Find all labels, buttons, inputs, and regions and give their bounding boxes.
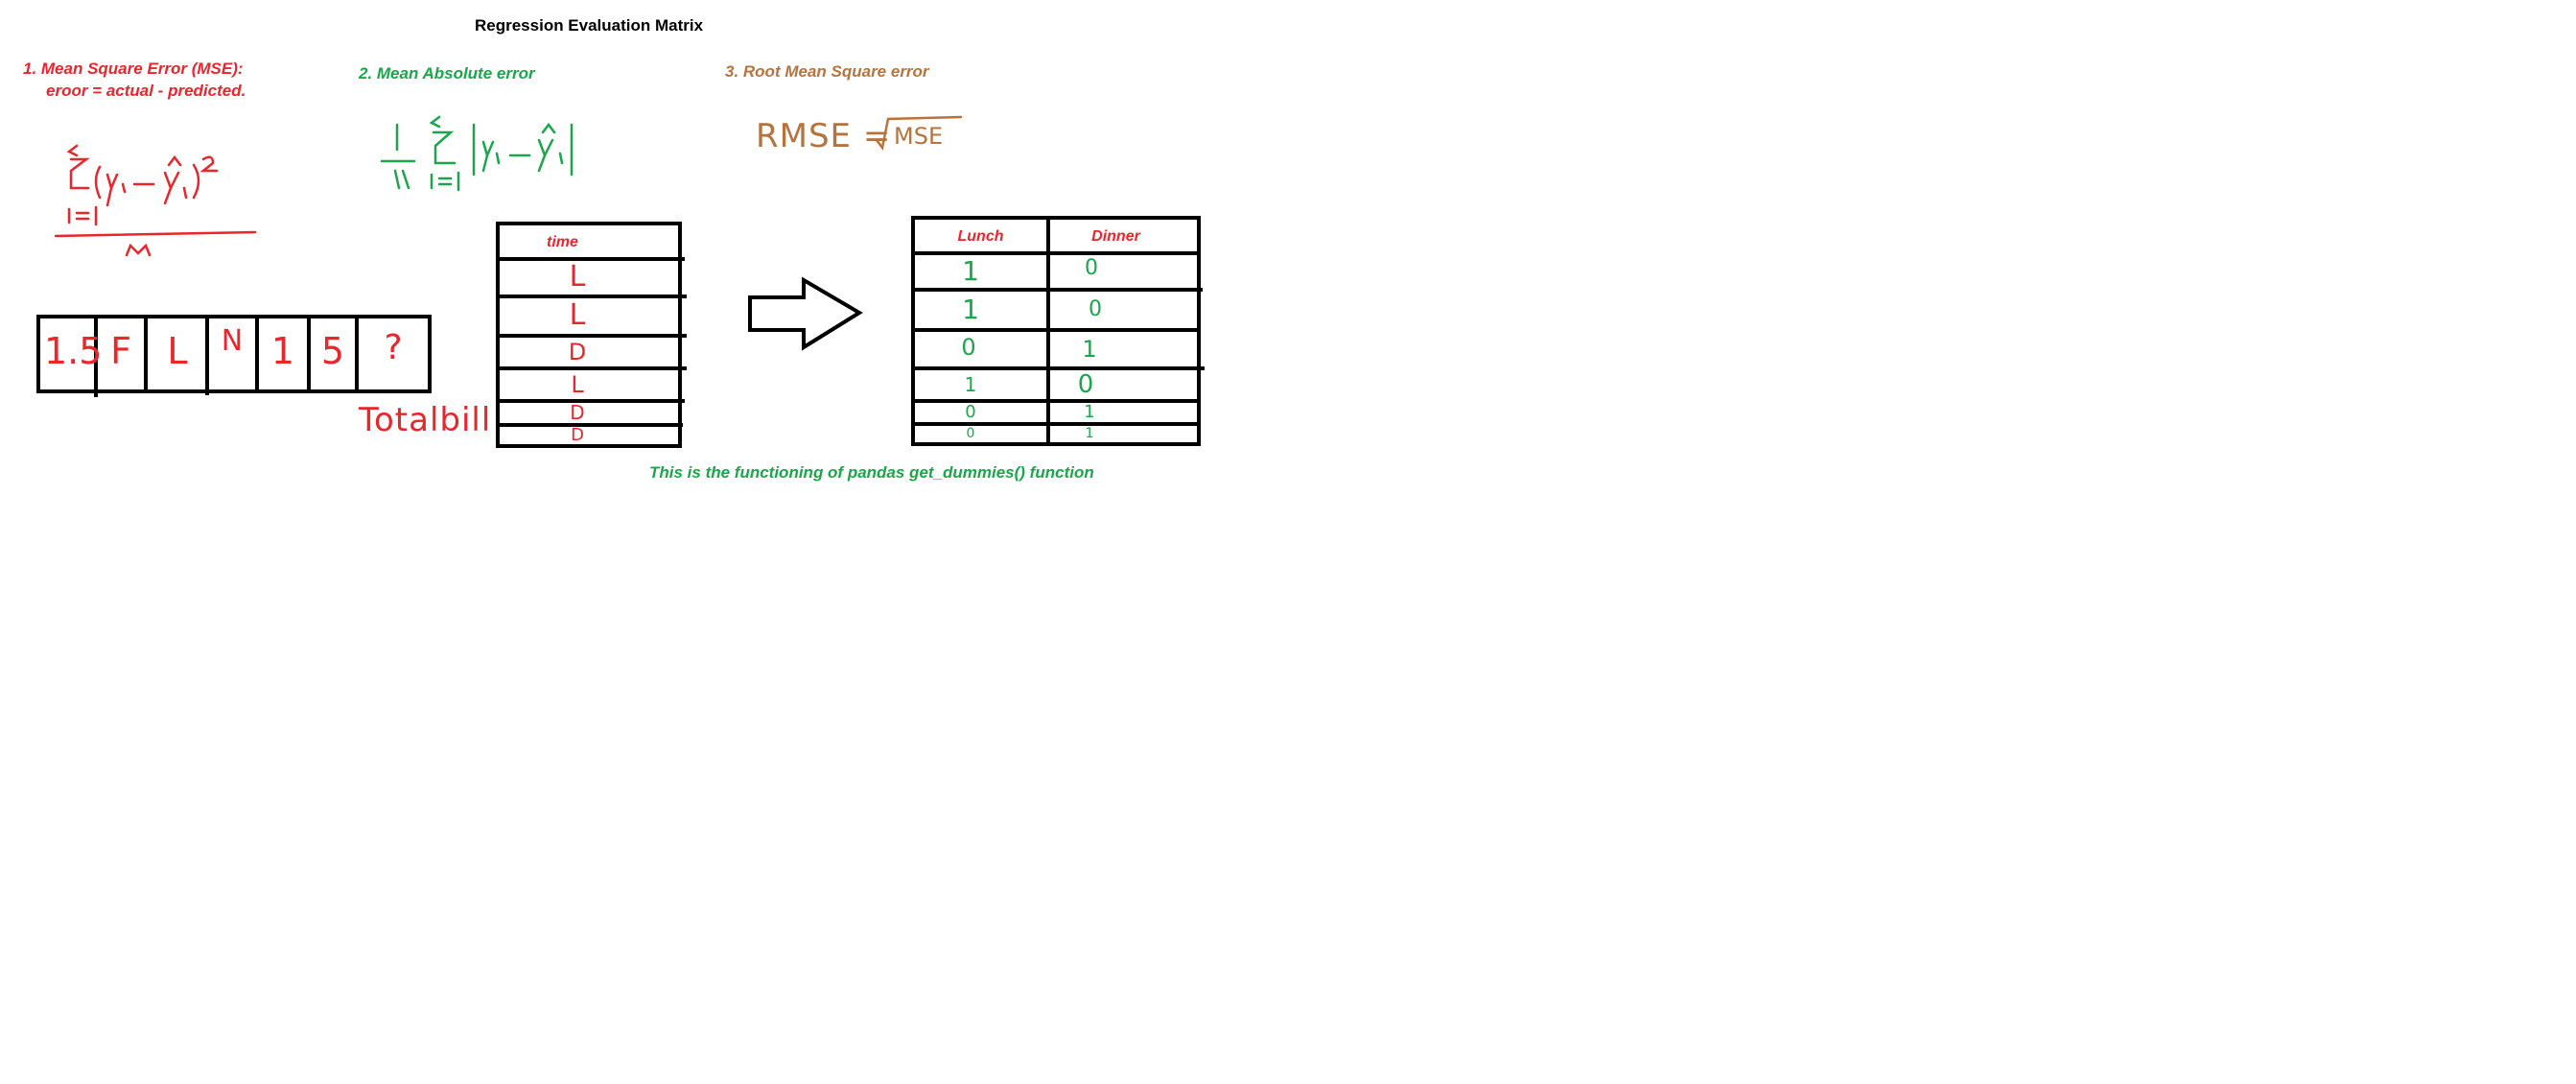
time-table-cell: L — [569, 260, 586, 294]
time-table-cell: D — [568, 339, 587, 365]
row-cell: L — [167, 330, 188, 372]
rmse-title: 3. Root Mean Square error — [725, 62, 929, 81]
rmse-formula-lhs: RMSE = — [756, 117, 892, 155]
dummies-header-lunch: Lunch — [957, 228, 1004, 245]
row-cell: 5 — [320, 330, 345, 372]
dummies-cell-dinner: 1 — [1082, 336, 1097, 363]
time-table-cell: D — [570, 401, 585, 424]
dummies-cell-lunch: 0 — [966, 426, 975, 441]
dummies-cell-dinner: 0 — [1089, 297, 1102, 321]
dummies-cell-lunch: 1 — [962, 294, 979, 325]
dummies-cell-dinner: 0 — [1085, 256, 1098, 280]
dummies-table-grid — [911, 216, 1205, 446]
dummies-cell-lunch: 0 — [961, 334, 976, 361]
time-table-grid — [496, 222, 687, 448]
get-dummies-caption: This is the functioning of pandas get_du… — [649, 463, 1094, 482]
row-cell: F — [110, 330, 131, 372]
row-caption: Totalbill — [359, 401, 492, 439]
dummies-header-dinner: Dinner — [1091, 228, 1140, 245]
row-cells-grid — [36, 315, 432, 397]
mse-title: 1. Mean Square Error (MSE): — [23, 59, 244, 78]
rmse-sqrt-sign — [875, 115, 963, 151]
row-cell: N — [221, 324, 244, 358]
mse-formula — [54, 144, 257, 257]
time-table-cell: D — [571, 425, 584, 445]
time-table-cell: L — [571, 371, 584, 398]
dummies-cell-lunch: 1 — [964, 373, 977, 396]
time-table-header: time — [547, 234, 578, 250]
dummies-cell-dinner: 0 — [1077, 370, 1094, 399]
page-title: Regression Evaluation Matrix — [475, 16, 704, 35]
mae-title: 2. Mean Absolute error — [359, 64, 535, 82]
mse-error-note: eroor = actual - predicted. — [46, 82, 246, 100]
dummies-cell-lunch: 0 — [965, 402, 976, 422]
row-cell: 1.5 — [44, 330, 103, 372]
dummies-cell-dinner: 1 — [1085, 426, 1094, 441]
rmse-formula-radicand: MSE — [894, 123, 944, 150]
time-table-cell: L — [569, 298, 586, 332]
mae-formula — [380, 115, 574, 192]
dummies-cell-lunch: 1 — [962, 255, 979, 287]
row-cell: ? — [384, 328, 403, 367]
arrow-right-icon — [748, 276, 863, 351]
dummies-cell-dinner: 1 — [1084, 402, 1095, 422]
row-cell: 1 — [270, 330, 295, 372]
